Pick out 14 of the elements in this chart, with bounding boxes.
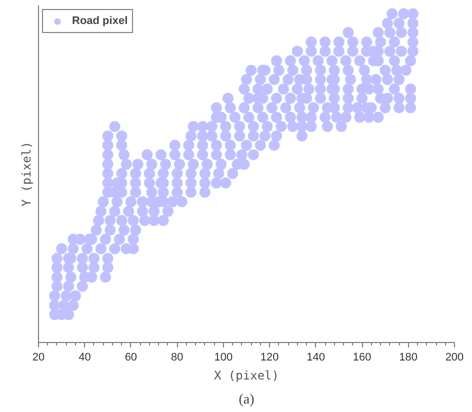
y-axis-title: Y (pixel): [20, 141, 34, 207]
x-tick-label: 20: [32, 352, 45, 364]
x-tick-label: 80: [171, 352, 184, 364]
x-tick-label: 140: [306, 352, 326, 364]
text: (a): [238, 392, 255, 408]
x-tick-label: 160: [352, 352, 372, 364]
x-tick-label: 60: [124, 352, 138, 364]
legend-label: Road pixel: [72, 14, 128, 28]
x-tick-label: 100: [214, 352, 233, 364]
x-tick-label: 180: [399, 352, 418, 364]
x-tick-label: 40: [78, 352, 91, 364]
x-axis-title: X (pixel): [214, 368, 280, 382]
x-tick-label: 120: [260, 352, 279, 364]
x-tick-label: 200: [445, 352, 464, 364]
